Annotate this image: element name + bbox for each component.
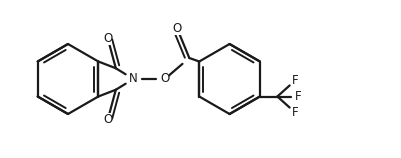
Text: O: O (103, 32, 112, 45)
Text: F: F (294, 90, 301, 103)
Text: O: O (103, 113, 112, 126)
Text: N: N (129, 73, 138, 85)
Text: F: F (291, 74, 298, 87)
Text: O: O (172, 22, 181, 35)
Text: F: F (291, 106, 298, 119)
Text: O: O (160, 73, 169, 85)
